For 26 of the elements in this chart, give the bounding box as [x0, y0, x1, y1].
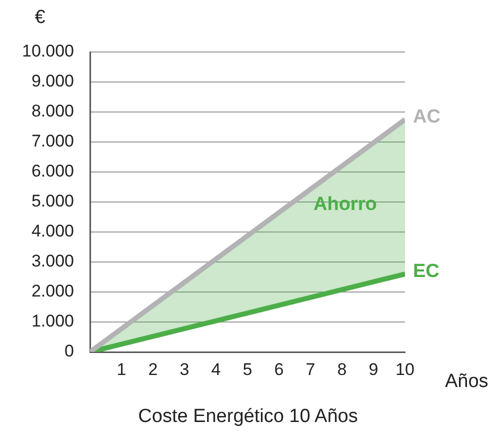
y-tick-label: 9.000	[31, 72, 74, 91]
y-tick-label: 5.000	[31, 192, 74, 211]
x-tick-label: 8	[337, 360, 347, 379]
series-label: EC	[413, 261, 440, 282]
y-tick-label: 6.000	[31, 162, 74, 181]
x-tick-label: 10	[396, 360, 414, 379]
x-tick-label: 3	[180, 360, 190, 379]
y-tick-label: 8.000	[31, 102, 74, 121]
y-tick-label: 1.000	[31, 312, 74, 331]
x-tick-label: 9	[368, 360, 378, 379]
y-tick-label: 0	[64, 342, 74, 361]
x-tick-label: 1	[116, 360, 126, 379]
text: Coste Energético 10 Años	[138, 406, 358, 428]
y-tick-label: 3.000	[31, 252, 74, 271]
x-tick-label: 5	[242, 360, 252, 379]
y-tick-label: 7.000	[31, 132, 74, 151]
y-tick-label: 4.000	[31, 222, 74, 241]
x-tick-label: 4	[211, 360, 221, 379]
x-tick-label: 7	[306, 360, 316, 379]
y-tick-label: 10.000	[22, 42, 74, 61]
x-axis-title: Años	[445, 371, 488, 392]
series-label: AC	[413, 106, 441, 128]
x-tick-label: 6	[274, 360, 284, 379]
y-tick-label: 2.000	[31, 282, 74, 301]
x-tick-label: 2	[148, 360, 158, 379]
y-axis-title: €	[34, 7, 46, 28]
